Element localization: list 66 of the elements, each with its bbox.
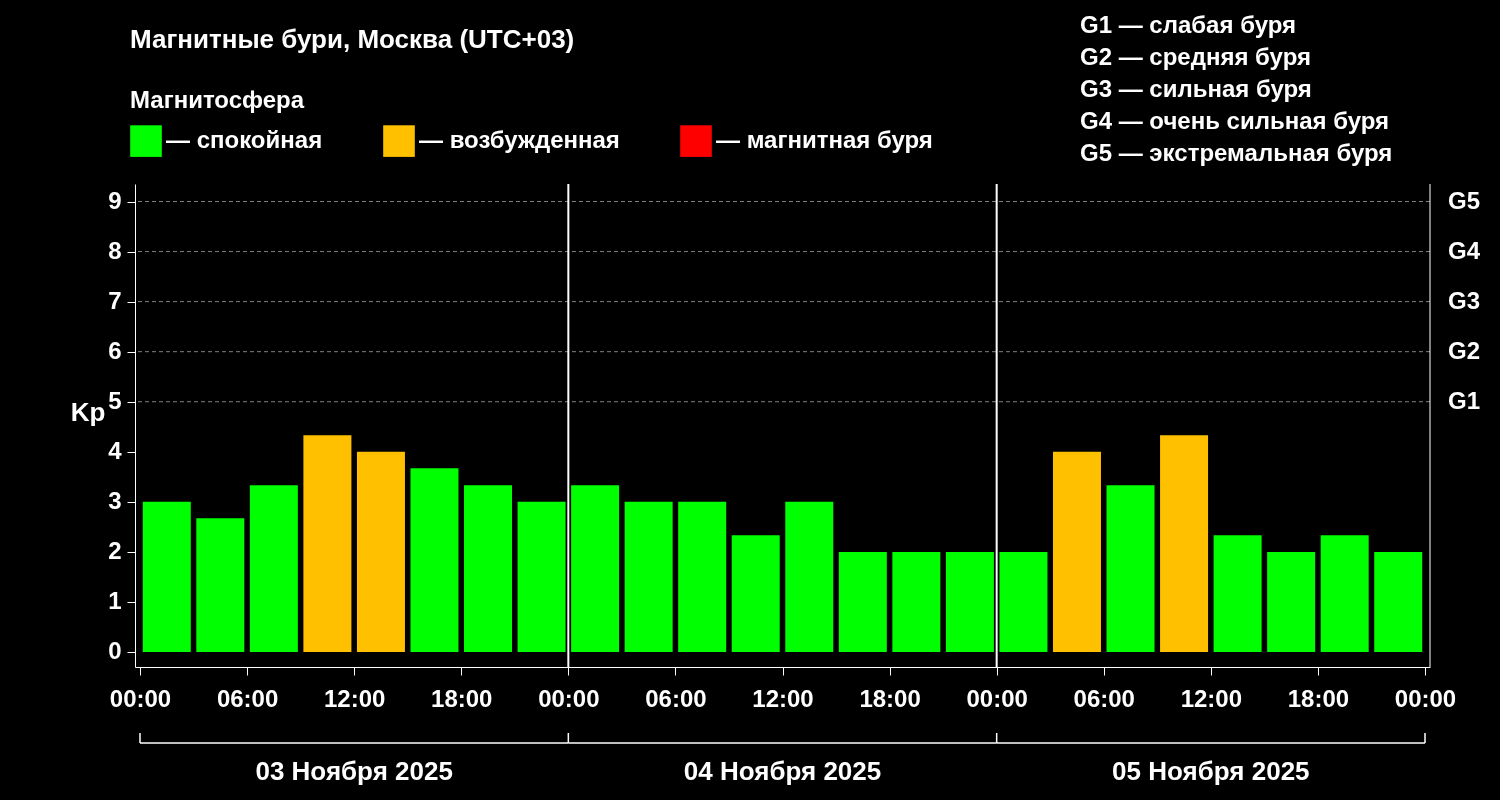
bar <box>464 485 513 652</box>
ref-line-label: G2 <box>1448 336 1481 364</box>
bar <box>1160 435 1209 652</box>
text: G4 — очень сильная буря <box>1080 107 1390 134</box>
ref-line-label: G4 <box>1448 236 1481 264</box>
text: 04 Ноября 2025 <box>683 756 882 786</box>
x-tick-label: 18:00 <box>1287 684 1350 712</box>
bar <box>1106 485 1155 652</box>
legend-label: — возбужденная <box>419 126 620 154</box>
y-tick-label: 8 <box>108 237 122 265</box>
ref-line-label: G3 <box>1448 286 1481 314</box>
x-tick-label: 12:00 <box>323 684 386 712</box>
y-tick-label: 4 <box>108 437 123 465</box>
bar <box>1320 535 1369 652</box>
bar <box>571 485 620 652</box>
bar <box>410 468 459 652</box>
x-tick-label: 06:00 <box>645 684 707 712</box>
bar <box>1052 451 1101 652</box>
bar <box>785 501 834 652</box>
x-tick-label: 12:00 <box>752 684 814 712</box>
bar <box>517 501 566 652</box>
legend-label: — магнитная буря <box>716 126 933 154</box>
bar <box>196 518 245 652</box>
bar <box>303 435 352 652</box>
x-tick-label: 12:00 <box>1180 684 1243 712</box>
ref-line-label: G5 <box>1448 186 1481 214</box>
text: G5 — экстремальная буря <box>1080 139 1393 166</box>
text: G3 — сильная буря <box>1080 75 1312 102</box>
x-tick-label: 00:00 <box>109 684 172 712</box>
bar <box>249 485 298 652</box>
y-tick-label: 1 <box>108 587 122 615</box>
bar <box>1213 535 1262 652</box>
text: G2 — средняя буря <box>1080 43 1311 70</box>
y-tick-label: 6 <box>108 337 122 365</box>
bar <box>999 551 1048 652</box>
chart-title: Магнитные бури, Москва (UTC+03) <box>130 24 575 54</box>
text: 05 Ноября 2025 <box>1112 756 1310 786</box>
bar <box>142 501 191 652</box>
text: 03 Ноября 2025 <box>255 756 453 786</box>
y-tick-label: 0 <box>108 637 122 665</box>
x-tick-label: 06:00 <box>1073 684 1135 712</box>
bar <box>731 535 780 652</box>
y-tick-label: 2 <box>108 537 122 565</box>
y-tick-label: 5 <box>108 387 122 415</box>
x-tick-label: 00:00 <box>966 684 1028 712</box>
x-tick-label: 18:00 <box>859 684 921 712</box>
x-tick-label: 06:00 <box>216 684 279 712</box>
bar <box>624 501 673 652</box>
bar <box>1267 551 1316 652</box>
y-axis-title: Kp <box>70 397 106 427</box>
bar <box>356 451 405 652</box>
bar <box>1374 551 1423 652</box>
x-tick-label: 00:00 <box>538 684 600 712</box>
y-tick-label: 3 <box>108 487 122 515</box>
y-tick-label: 9 <box>108 187 122 215</box>
legend-label: — спокойная <box>166 126 323 154</box>
bar <box>892 551 941 652</box>
x-tick-label: 18:00 <box>431 684 493 712</box>
bar <box>678 501 727 652</box>
x-tick-label: 00:00 <box>1394 684 1457 712</box>
y-tick-label: 7 <box>108 287 122 315</box>
bar <box>945 551 994 652</box>
ref-line-label: G1 <box>1448 386 1481 414</box>
legend-title: Магнитосфера <box>130 86 305 113</box>
bar <box>838 551 887 652</box>
text: G1 — слабая буря <box>1080 11 1297 38</box>
